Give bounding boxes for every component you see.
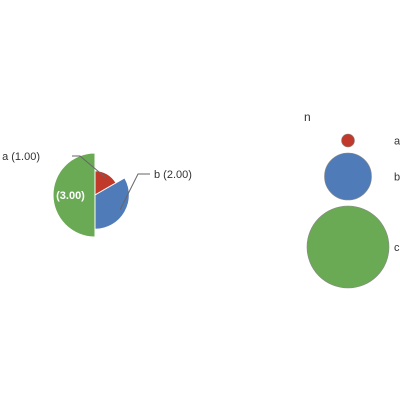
pie-slice-b bbox=[94, 177, 130, 230]
legend-symbol-c bbox=[306, 205, 390, 289]
legend-symbol-a bbox=[341, 133, 355, 148]
legend-label-a: a bbox=[394, 136, 400, 148]
slice-label-a: a (1.00) bbox=[2, 151, 40, 163]
slice-label-c: c (3.00) bbox=[47, 190, 85, 202]
leader-line-a bbox=[72, 155, 106, 178]
legend-label-b: b bbox=[394, 172, 400, 184]
legend-symbol-b bbox=[324, 152, 372, 201]
leader-line-b bbox=[119, 173, 150, 210]
slice-label-b: b (2.00) bbox=[154, 169, 192, 181]
legend-title: n bbox=[304, 110, 311, 124]
legend-label-c: c bbox=[394, 242, 400, 254]
